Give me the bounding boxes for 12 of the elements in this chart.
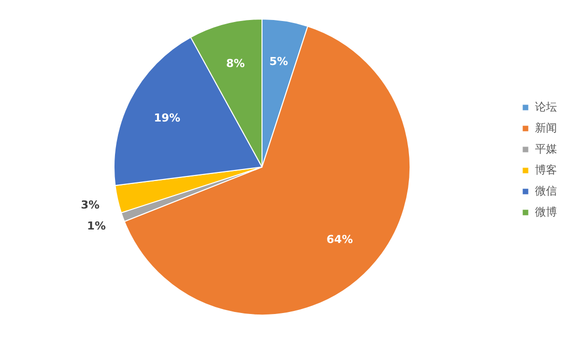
legend-label: 博客 xyxy=(535,164,557,176)
legend-label: 新闻 xyxy=(535,122,557,134)
data-label: 1% xyxy=(87,220,106,233)
data-label: 5% xyxy=(269,54,288,68)
legend-label: 微信 xyxy=(535,184,557,198)
data-label: 3% xyxy=(80,198,100,212)
data-label: 8% xyxy=(226,56,245,70)
legend-label: 平媒 xyxy=(535,142,557,156)
legend-label: 论坛 xyxy=(535,100,557,114)
data-label: 19% xyxy=(154,112,180,125)
data-label: 64% xyxy=(326,232,353,246)
legend-label: 微博 xyxy=(535,206,557,218)
